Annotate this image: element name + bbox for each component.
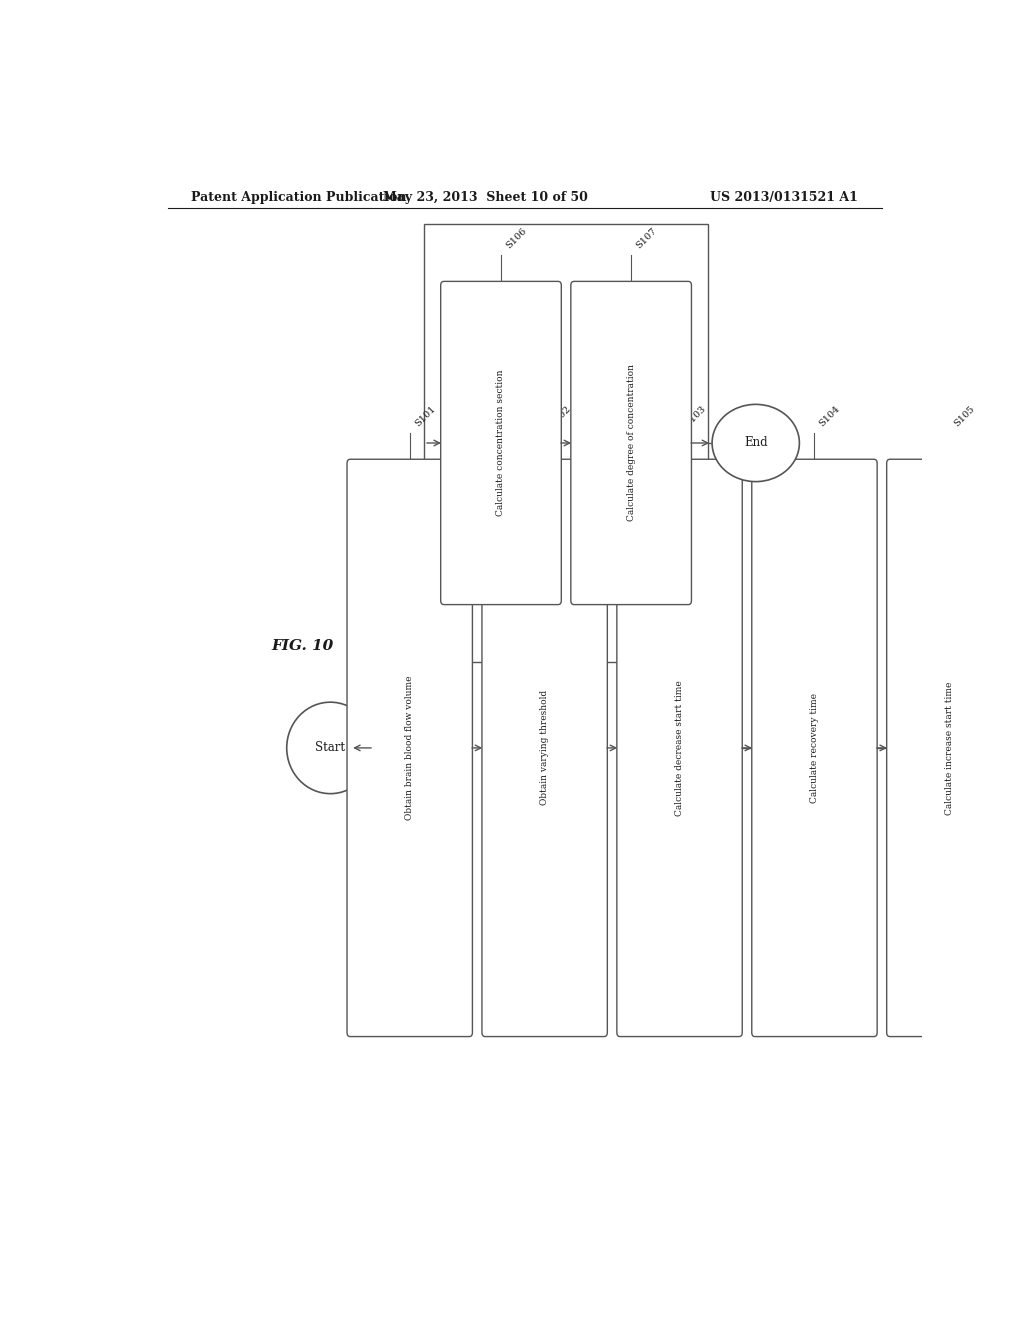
Text: Obtain brain blood flow volume: Obtain brain blood flow volume [406, 676, 415, 820]
FancyBboxPatch shape [347, 459, 472, 1036]
Text: Obtain varying threshold: Obtain varying threshold [540, 690, 549, 805]
Text: Start: Start [315, 742, 345, 755]
Bar [424, 224, 709, 661]
Text: Calculate increase start time: Calculate increase start time [945, 681, 954, 814]
FancyBboxPatch shape [887, 459, 1012, 1036]
Ellipse shape [712, 404, 800, 482]
Text: Patent Application Publication: Patent Application Publication [191, 190, 407, 203]
FancyBboxPatch shape [482, 459, 607, 1036]
Text: Calculate degree of concentration: Calculate degree of concentration [627, 364, 636, 521]
Text: S105: S105 [952, 404, 977, 429]
Text: End: End [743, 437, 768, 450]
Text: FIG. 10: FIG. 10 [271, 639, 334, 653]
FancyBboxPatch shape [440, 281, 561, 605]
Text: S102: S102 [548, 404, 572, 429]
Text: S103: S103 [683, 404, 707, 429]
Text: Calculate decrease start time: Calculate decrease start time [675, 680, 684, 816]
Text: S106: S106 [504, 227, 528, 251]
Text: S107: S107 [634, 227, 658, 251]
Text: US 2013/0131521 A1: US 2013/0131521 A1 [711, 190, 858, 203]
Text: May 23, 2013  Sheet 10 of 50: May 23, 2013 Sheet 10 of 50 [383, 190, 588, 203]
Text: Calculate concentration section: Calculate concentration section [497, 370, 506, 516]
FancyBboxPatch shape [616, 459, 742, 1036]
Text: Calculate recovery time: Calculate recovery time [810, 693, 819, 803]
Ellipse shape [287, 702, 374, 793]
Text: S101: S101 [413, 404, 437, 429]
FancyBboxPatch shape [570, 281, 691, 605]
Text: S104: S104 [817, 404, 842, 429]
FancyBboxPatch shape [752, 459, 878, 1036]
